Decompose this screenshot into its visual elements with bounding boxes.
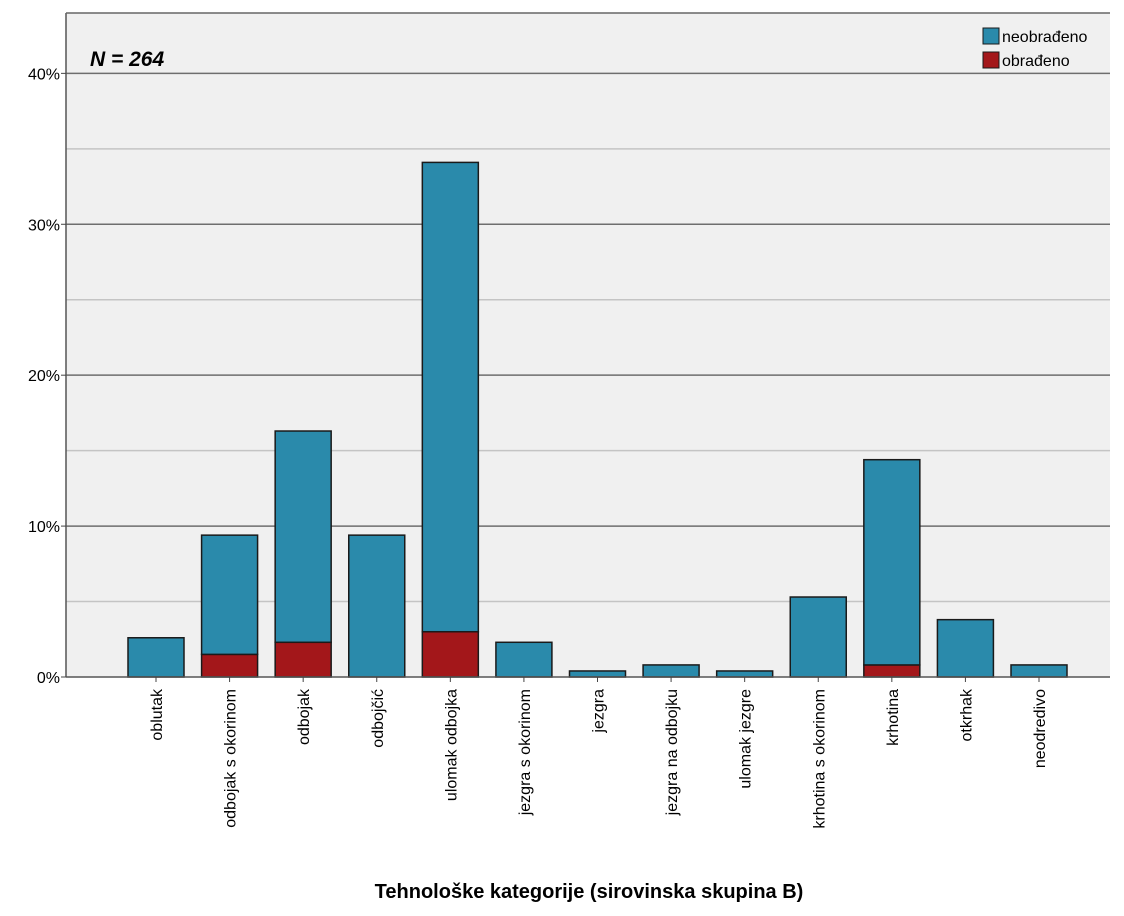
axes (65, 12, 1110, 678)
legend-label: obrađeno (1002, 53, 1070, 70)
x-tick-label: odbojčić (370, 689, 387, 748)
y-tick-label: 10% (28, 519, 60, 536)
bar-segment (348, 534, 406, 678)
x-tick-label: jezgra (591, 689, 608, 734)
y-tick-label: 30% (28, 217, 60, 234)
bar-segment (936, 618, 995, 678)
y-axis-ticks: 0% 10% 20% 30% 40% (28, 66, 66, 687)
sample-size-annotation: N = 264 (90, 48, 164, 71)
bar-segment (421, 630, 480, 678)
x-tick-label: jezgra na odbojku (664, 689, 681, 816)
legend: neobrađeno obrađeno (982, 27, 1088, 70)
bar-segment (200, 653, 259, 678)
x-tick-label: krhotina s okorinom (811, 689, 828, 829)
bar-segment (715, 670, 774, 678)
x-tick-label: neodredivo (1032, 689, 1049, 768)
x-tick-label: oblutak (149, 688, 166, 741)
x-axis-title: Tehnološke kategorije (sirovinska skupin… (375, 881, 804, 903)
bar-segment (789, 596, 847, 678)
x-tick-label: ulomak jezgre (738, 689, 755, 789)
bar-segment (495, 641, 553, 678)
bar-segment (863, 664, 921, 678)
bar-segment (127, 637, 185, 678)
x-tick-label: krhotina (885, 689, 902, 746)
bar-segment (200, 534, 259, 656)
x-tick-label: odbojak s okorinom (223, 689, 240, 828)
bar-segment (642, 664, 700, 678)
bars (127, 161, 1068, 678)
bar-segment (274, 641, 332, 678)
bar-segment (863, 458, 921, 666)
legend-label: neobrađeno (1002, 29, 1088, 46)
bar-segment (1010, 664, 1068, 678)
bar-segment (274, 430, 332, 644)
x-tick-label: otkrhak (958, 688, 975, 741)
bar-segment (421, 161, 480, 633)
x-tick-label: jezgra s okorinom (517, 689, 534, 816)
y-tick-label: 40% (28, 66, 60, 83)
y-tick-label: 20% (28, 368, 60, 385)
legend-swatch (982, 27, 1000, 45)
bar-segment (568, 670, 627, 678)
x-axis-ticks: oblutak odbojak s okorinom odbojak odbojčić… (149, 677, 1049, 829)
legend-swatch (982, 51, 1000, 69)
y-tick-label: 0% (37, 670, 60, 687)
x-tick-label: odbojak (296, 688, 313, 745)
x-tick-label: ulomak odbojka (443, 689, 460, 801)
